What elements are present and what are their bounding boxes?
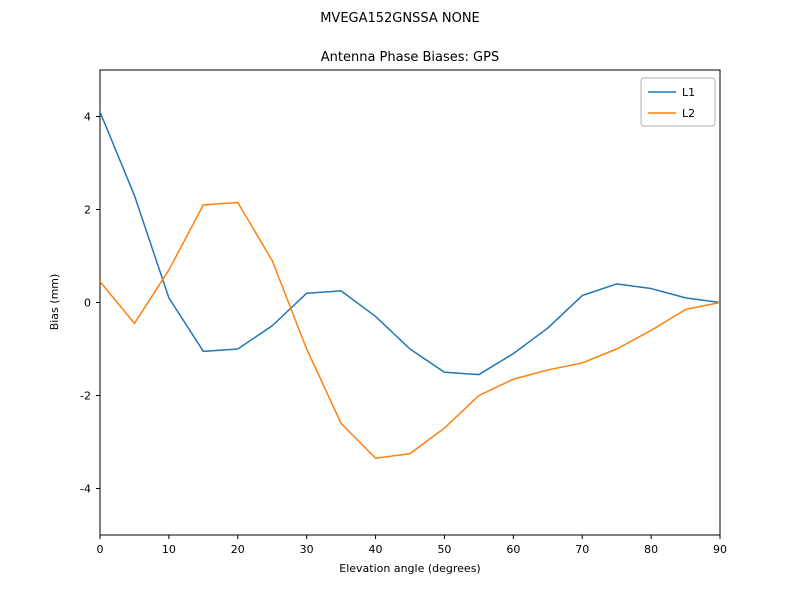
y-axis-ticks: -4 -2 0 2 4: [80, 111, 100, 496]
x-tick-label: 40: [369, 543, 383, 556]
x-axis-ticks: 0 10 20 30 40 50 60 70 80 90: [97, 535, 727, 556]
axes-title: Antenna Phase Biases: GPS: [321, 50, 499, 65]
x-tick-label: 70: [575, 543, 589, 556]
y-axis-label: Bias (mm): [48, 274, 61, 331]
x-tick-label: 50: [437, 543, 451, 556]
y-tick-label: 4: [84, 111, 91, 124]
y-tick-label: -4: [80, 483, 91, 496]
x-tick-label: 30: [300, 543, 314, 556]
data-series-group: [100, 111, 720, 460]
figure-title: MVEGA152GNSSA NONE: [320, 11, 480, 26]
legend-label-l2: L2: [682, 107, 695, 120]
y-tick-label: 2: [84, 204, 91, 217]
x-tick-label: 20: [231, 543, 245, 556]
legend: L1 L2: [640, 77, 716, 127]
y-tick-label: -2: [80, 390, 91, 403]
series-line-l2: [100, 201, 720, 460]
series-line-l1: [100, 111, 720, 376]
x-tick-label: 0: [97, 543, 104, 556]
x-tick-label: 80: [644, 543, 658, 556]
legend-box: [640, 77, 716, 127]
y-tick-label: 0: [84, 297, 91, 310]
x-tick-label: 90: [713, 543, 727, 556]
plot-area-border: [99, 69, 721, 536]
legend-label-l1: L1: [682, 86, 695, 99]
x-tick-label: 60: [506, 543, 520, 556]
x-tick-label: 10: [162, 543, 176, 556]
x-axis-label: Elevation angle (degrees): [339, 562, 480, 575]
